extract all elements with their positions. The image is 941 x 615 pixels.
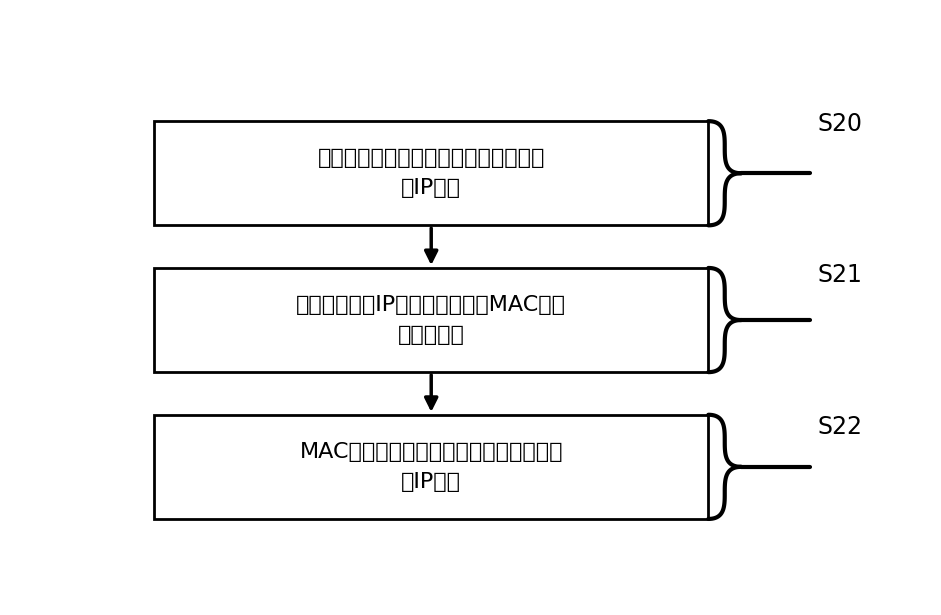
- FancyBboxPatch shape: [154, 121, 709, 225]
- Text: 同时有两个以上的控制器系统选择相同
的IP地址: 同时有两个以上的控制器系统选择相同 的IP地址: [317, 148, 545, 198]
- FancyBboxPatch shape: [154, 415, 709, 519]
- Text: S21: S21: [818, 263, 863, 287]
- FancyBboxPatch shape: [154, 268, 709, 372]
- Text: 将选择了冲突IP地址的控制器的MAC地址
值进行比较: 将选择了冲突IP地址的控制器的MAC地址 值进行比较: [296, 295, 566, 345]
- Text: S22: S22: [818, 415, 863, 438]
- Text: S20: S20: [818, 111, 863, 135]
- Text: MAC地址值较小的控制器系统使用该冲突
的IP地址: MAC地址值较小的控制器系统使用该冲突 的IP地址: [299, 442, 563, 491]
